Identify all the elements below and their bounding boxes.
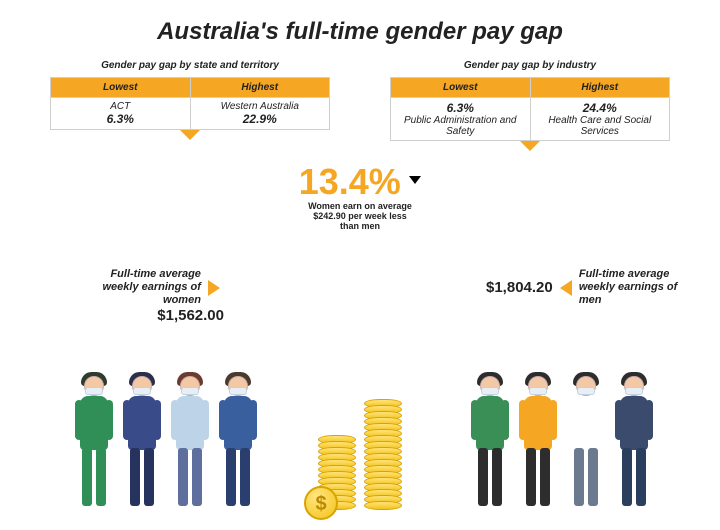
state-col-highest: Highest	[190, 78, 330, 98]
arrow-right-icon	[208, 280, 220, 296]
dollar-coin-icon: $	[304, 486, 338, 520]
headline-sub3: than men	[0, 221, 720, 231]
industry-highest-label: Health Care and Social Services	[548, 115, 651, 137]
person-icon	[517, 372, 559, 512]
headline-sub2: $242.90 per week less	[0, 211, 720, 221]
pointer-down-icon	[180, 130, 200, 140]
industry-lowest-cell: 6.3% Public Administration and Safety	[391, 98, 531, 141]
industry-highest-value: 24.4%	[533, 101, 668, 115]
state-highest-cell: Western Australia 22.9%	[190, 98, 330, 130]
pointer-down-icon	[520, 141, 540, 151]
person-icon	[73, 372, 115, 512]
earnings-men: $1,804.20 Full-time average weekly earni…	[486, 268, 696, 307]
women-figures	[70, 372, 262, 512]
industry-col-highest: Highest	[530, 78, 670, 98]
table-state-caption: Gender pay gap by state and territory	[50, 60, 330, 71]
headline-percent: 13.4%	[299, 161, 401, 203]
person-icon	[613, 372, 655, 512]
table-industry-caption: Gender pay gap by industry	[390, 60, 670, 71]
industry-col-lowest: Lowest	[391, 78, 531, 98]
industry-highest-cell: 24.4% Health Care and Social Services	[530, 98, 670, 141]
industry-lowest-value: 6.3%	[393, 101, 528, 115]
state-highest-value: 22.9%	[193, 112, 328, 126]
industry-lowest-label: Public Administration and Safety	[404, 115, 516, 137]
table-state-territory: Gender pay gap by state and territory Lo…	[50, 60, 330, 151]
state-lowest-cell: ACT 6.3%	[51, 98, 191, 130]
state-lowest-label: ACT	[110, 101, 130, 112]
earnings-women: Full-time average weekly earnings of wom…	[24, 268, 224, 324]
earnings-men-label: Full-time average weekly earnings of men	[579, 268, 689, 307]
earnings-men-value: $1,804.20	[486, 279, 553, 296]
comparison-tables: Gender pay gap by state and territory Lo…	[0, 60, 720, 151]
arrow-left-icon	[560, 280, 572, 296]
state-table: Lowest Highest ACT 6.3% Western Australi…	[50, 77, 330, 130]
person-icon	[469, 372, 511, 512]
headline-sub1: Women earn on average	[0, 201, 720, 211]
state-col-lowest: Lowest	[51, 78, 191, 98]
earnings-women-label: Full-time average weekly earnings of wom…	[91, 268, 201, 307]
person-icon	[217, 372, 259, 512]
table-industry: Gender pay gap by industry Lowest Highes…	[390, 60, 670, 151]
person-icon	[121, 372, 163, 512]
industry-table: Lowest Highest 6.3% Public Administratio…	[390, 77, 670, 141]
down-arrow-icon	[409, 176, 421, 184]
person-icon	[169, 372, 211, 512]
state-lowest-value: 6.3%	[53, 112, 188, 126]
headline-stat: 13.4% Women earn on average $242.90 per …	[0, 161, 720, 231]
person-icon	[565, 372, 607, 512]
state-highest-label: Western Australia	[221, 101, 299, 112]
men-figures	[466, 372, 658, 512]
illustration-scene: $	[0, 322, 720, 522]
page-title: Australia's full-time gender pay gap	[0, 0, 720, 54]
